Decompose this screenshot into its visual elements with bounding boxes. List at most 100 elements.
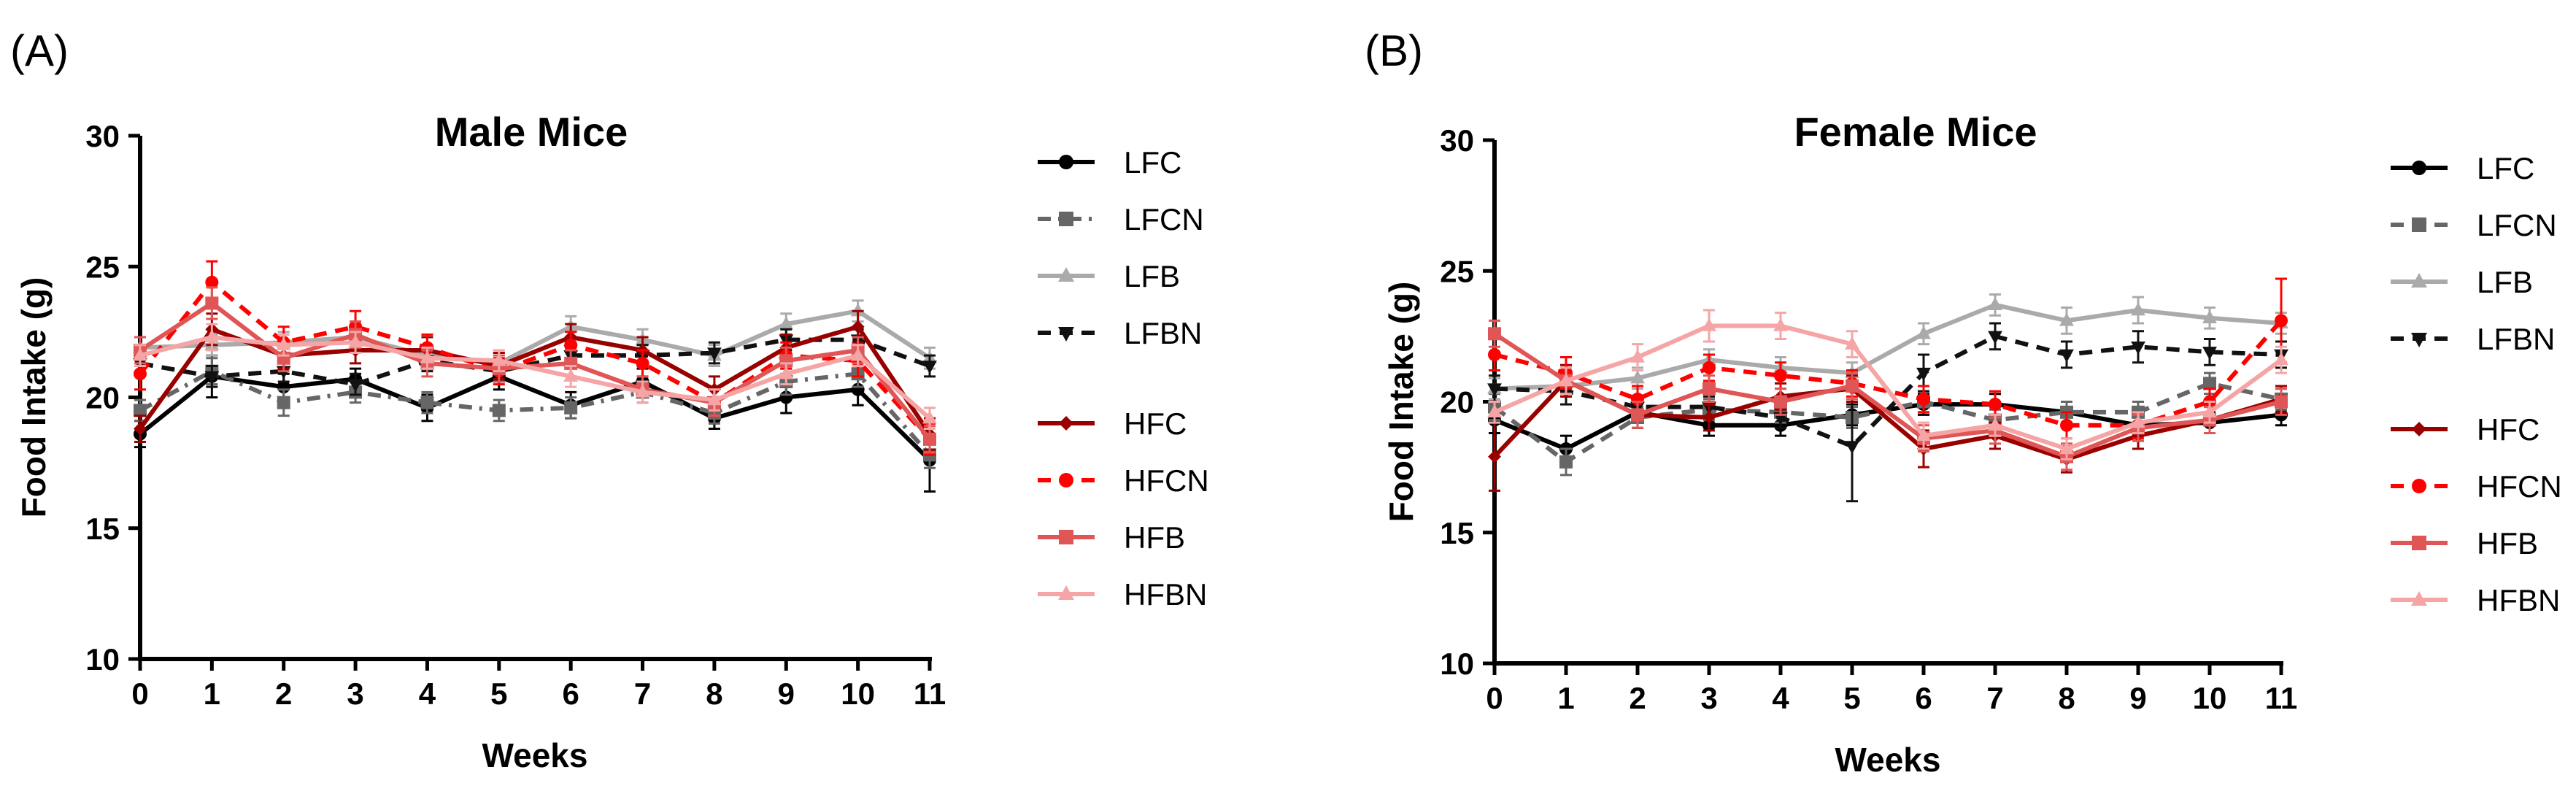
data-point: [923, 432, 936, 446]
legend-label: LFB: [1124, 259, 1180, 293]
data-point: [779, 366, 794, 379]
data-point: [1702, 317, 1716, 331]
panel-label: (A): [10, 26, 69, 75]
legend-label: LFCN: [1124, 202, 1204, 236]
data-point: [2275, 314, 2288, 328]
legend: LFC LFCN LFB LFBN HFC HFCN HFB HFBN: [2391, 151, 2562, 617]
data-point: [851, 320, 865, 334]
legend-marker: [1058, 267, 1074, 282]
legend-marker: [1059, 530, 1073, 544]
legend-label: HFCN: [2477, 469, 2562, 504]
chart-panel-1: (B) Female Mice 10 15 20 25 30 0 1 2 3 4 5 6 7 8 9 10 11 We…: [1365, 26, 2562, 779]
legend: LFC LFCN LFB LFBN HFC HFCN HFB HFBN: [1038, 145, 1209, 612]
data-point: [348, 379, 363, 393]
legend-label: LFB: [2477, 265, 2533, 299]
data-point: [1559, 455, 1573, 469]
x-tick-label: 4: [419, 677, 436, 711]
series-line: [1494, 302, 2282, 391]
series-line: [139, 337, 931, 387]
y-tick-label: 15: [1440, 516, 1474, 550]
x-tick-label: 8: [706, 677, 722, 711]
legend-marker: [1059, 473, 1073, 487]
data-point: [564, 401, 578, 415]
legend-marker: [1059, 212, 1073, 226]
data-point: [779, 316, 794, 330]
data-point: [636, 356, 649, 370]
data-point: [276, 337, 291, 350]
x-tick-label: 3: [1700, 681, 1717, 715]
x-axis-label: Weeks: [482, 736, 588, 774]
data-point: [1846, 379, 1859, 393]
legend-marker: [2411, 273, 2427, 288]
data-point: [134, 422, 147, 436]
legend-marker: [1059, 155, 1073, 169]
data-point: [707, 392, 722, 406]
data-point: [922, 410, 937, 424]
chart-title: Female Mice: [1794, 109, 2037, 155]
data-point: [1917, 392, 1930, 406]
data-point: [1488, 327, 1501, 341]
legend-label: LFC: [1124, 145, 1181, 180]
data-point: [2202, 404, 2217, 418]
data-point: [134, 367, 147, 381]
data-point: [1916, 367, 1931, 381]
data-point: [348, 334, 363, 348]
legend-label: HFBN: [1124, 577, 1207, 612]
data-point: [1773, 317, 1788, 331]
panel-label: (B): [1365, 26, 1423, 75]
data-point: [2131, 415, 2145, 428]
x-tick-label: 10: [841, 677, 875, 711]
data-point: [1630, 349, 1645, 363]
series-HFBN: [1487, 309, 2288, 460]
data-point: [1988, 331, 2002, 344]
series-line: [138, 280, 932, 441]
data-point: [635, 384, 650, 398]
x-tick-label: 6: [563, 677, 579, 711]
y-tick-label: 20: [1440, 385, 1474, 420]
legend-marker: [1058, 585, 1074, 600]
x-tick-label: 1: [204, 677, 220, 711]
data-point: [2203, 377, 2216, 390]
chart-panel-0: (A) Male Mice 10 15 20 25 30 0 1 2 3 4 5 6 7 8 9 10 11 Week…: [10, 26, 1209, 774]
x-tick-label: 9: [2129, 681, 2146, 715]
data-point: [2274, 352, 2288, 366]
data-point: [2202, 309, 2217, 323]
x-tick-label: 7: [634, 677, 651, 711]
data-point: [2131, 302, 2145, 316]
series-HFBN: [133, 323, 937, 431]
legend-label: HFC: [2477, 412, 2540, 447]
series-line: [139, 335, 931, 420]
data-point: [1702, 361, 1716, 374]
x-axis-label: Weeks: [1835, 741, 1941, 779]
data-point: [2059, 441, 2074, 455]
legend-marker: [2412, 479, 2426, 493]
data-point: [205, 296, 219, 310]
x-tick-label: 7: [1986, 681, 2003, 715]
data-point: [277, 396, 290, 409]
series-line: [1493, 331, 2282, 459]
data-point: [1845, 336, 1859, 350]
y-tick-label: 25: [85, 250, 120, 284]
data-point: [204, 371, 220, 385]
x-tick-label: 8: [2058, 681, 2075, 715]
data-point: [563, 369, 579, 382]
legend-marker: [2412, 536, 2426, 550]
x-tick-label: 0: [1486, 681, 1503, 715]
x-tick-label: 3: [347, 677, 363, 711]
series-LFC: [134, 354, 936, 493]
data-point: [2202, 347, 2217, 361]
series-line: [1493, 323, 2283, 452]
legend-label: HFCN: [1124, 463, 1209, 498]
data-point: [2275, 395, 2288, 409]
data-point: [1845, 441, 1859, 455]
data-point: [922, 361, 937, 374]
x-tick-label: 2: [275, 677, 292, 711]
data-point: [1488, 450, 1501, 463]
legend-label: HFB: [2477, 526, 2538, 560]
data-point: [1488, 347, 1501, 361]
x-tick-label: 9: [778, 677, 795, 711]
data-point: [204, 329, 220, 343]
x-tick-label: 4: [1772, 681, 1789, 715]
series-line: [139, 374, 932, 462]
legend-marker: [2412, 161, 2426, 175]
